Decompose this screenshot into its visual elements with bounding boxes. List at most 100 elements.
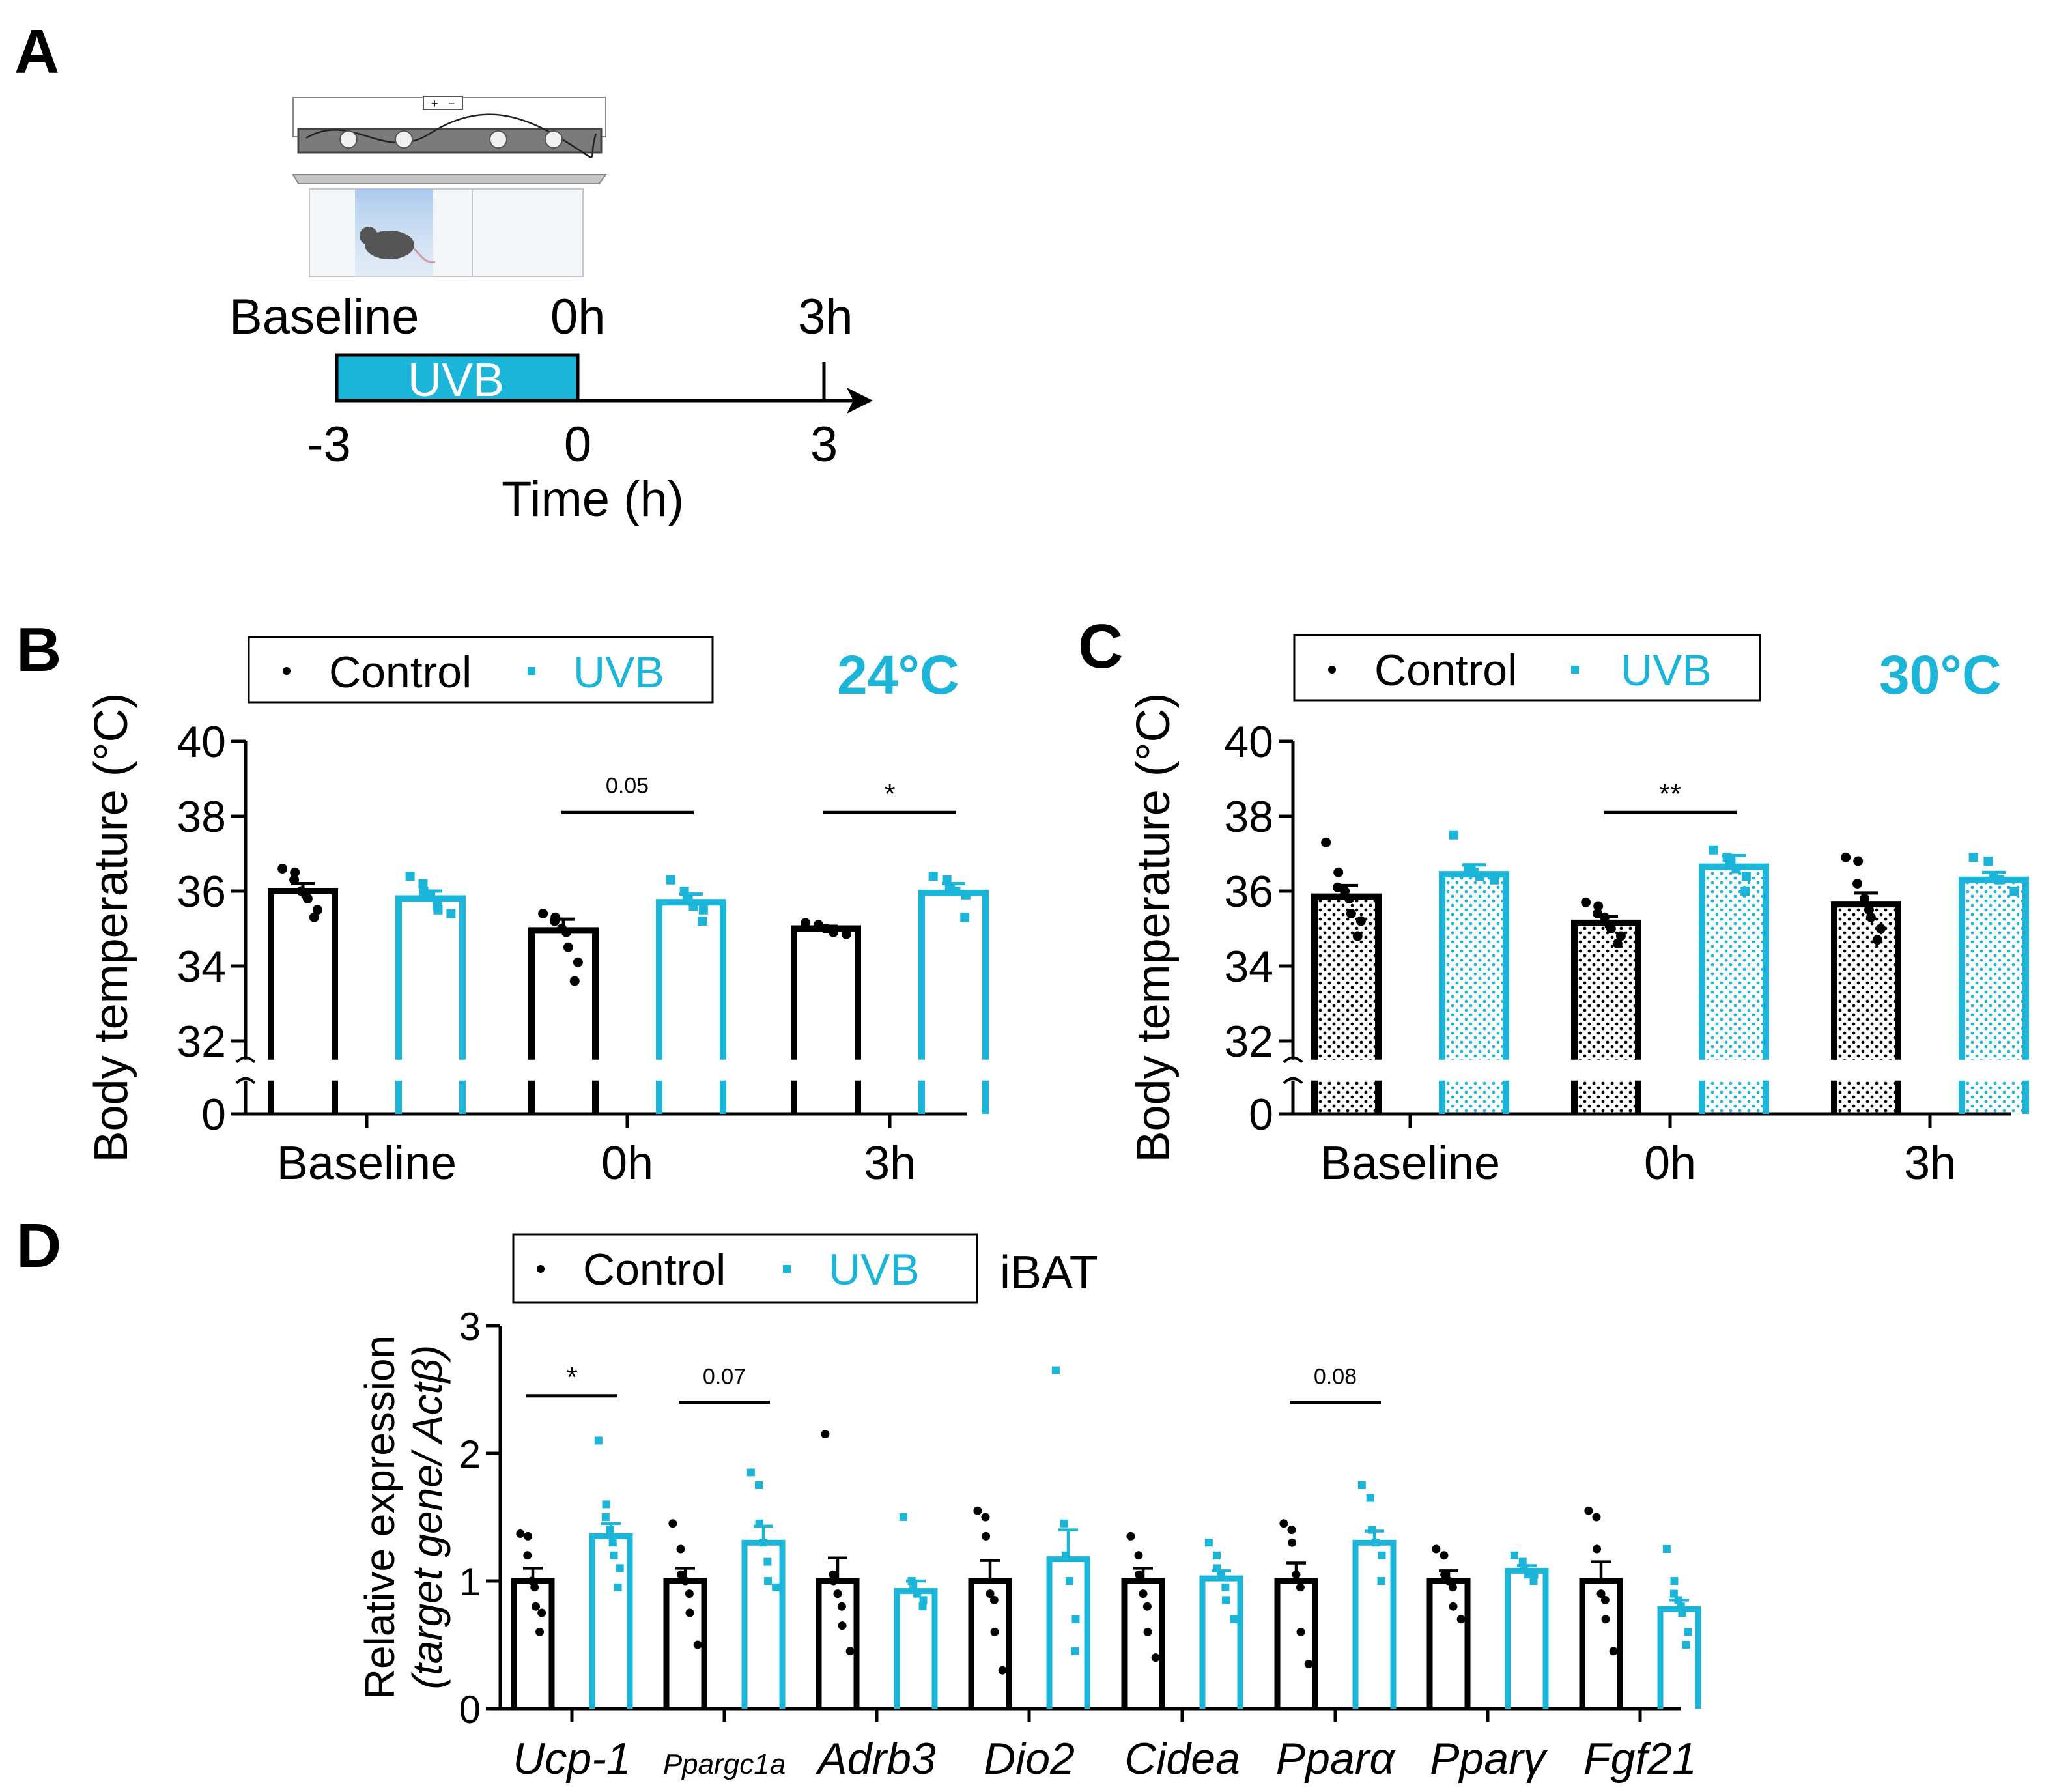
y-tick-label: 3 (459, 1305, 481, 1348)
data-point-control (1600, 1595, 1610, 1604)
data-point-control (1852, 879, 1863, 889)
data-point-control (561, 927, 571, 937)
data-point-uvb (1677, 1602, 1685, 1611)
bar-fill (1834, 904, 1898, 1060)
data-point-uvb (1725, 857, 1735, 866)
data-point-uvb (1682, 1641, 1690, 1649)
legend-uvb-label: UVB (1621, 646, 1712, 695)
data-point-control (1296, 1627, 1305, 1636)
x-tick-label: Ppargc1a (663, 1748, 786, 1780)
y-tick-label: 32 (177, 1017, 226, 1066)
data-point-control (1340, 886, 1350, 896)
timeline-arrowhead (847, 388, 873, 414)
data-point-uvb (1221, 1583, 1230, 1591)
axis-break-mark (235, 1056, 256, 1064)
data-point-uvb (899, 1513, 907, 1521)
bar-fill (1702, 1080, 1766, 1114)
y-tick-label: 38 (177, 792, 226, 842)
data-point-control (1444, 1576, 1453, 1586)
data-point-control (1279, 1519, 1288, 1528)
axis-break-mark (1283, 1077, 1303, 1085)
x-tick-label: Adrb3 (815, 1734, 936, 1784)
data-point-control (668, 1519, 677, 1528)
bar-control-3h (791, 925, 861, 1060)
data-point-control (1593, 1544, 1602, 1554)
data-point-control (1612, 939, 1623, 948)
data-point-uvb (1669, 1589, 1678, 1598)
data-point-uvb (1212, 1551, 1221, 1559)
y-tick-label: 32 (1224, 1017, 1273, 1066)
y-tick-label: 1 (459, 1560, 481, 1604)
data-point-uvb (1213, 1564, 1221, 1572)
data-point-control (1865, 912, 1876, 922)
data-point-uvb (1518, 1557, 1527, 1566)
data-point-control (845, 1647, 855, 1656)
data-point-uvb (1071, 1615, 1080, 1623)
bar-control-2 (816, 1578, 860, 1709)
data-point-uvb (698, 905, 708, 915)
uvb-device-illustration: + − (292, 96, 607, 277)
data-point-uvb (606, 1526, 614, 1534)
bar-control-3h (1831, 901, 1901, 1060)
data-point-control (1864, 905, 1874, 915)
data-point-uvb (1741, 872, 1751, 881)
data-point-control (1151, 1653, 1160, 1662)
data-point-control (537, 1608, 546, 1617)
data-point-control (1355, 916, 1366, 926)
uv-lamp (395, 130, 413, 149)
y-axis-label-secondary: (target gene/ Actβ) (404, 1345, 451, 1690)
data-point-control (523, 1551, 532, 1560)
legend-uvb-marker (783, 1265, 791, 1273)
data-point-control (532, 1602, 541, 1611)
x-tick-label: Fgf21 (1583, 1734, 1697, 1784)
timeline: Baseline 0h 3h UVB -3 0 3 Time (h) (229, 289, 873, 527)
data-point-uvb (961, 890, 971, 900)
device-plus-sign: + (431, 97, 438, 110)
bar-fill (1574, 1080, 1638, 1114)
uv-lamp (339, 130, 358, 149)
data-point-control (981, 1513, 990, 1522)
bar-fill (1962, 879, 2026, 1060)
y-tick-label: 34 (177, 942, 226, 991)
data-point-uvb (1524, 1571, 1533, 1579)
data-point-uvb (1230, 1615, 1238, 1623)
data-point-control (535, 1627, 545, 1636)
data-point-control (1288, 1538, 1297, 1547)
data-point-uvb (1449, 830, 1458, 840)
bar-uvb-0h (656, 899, 726, 1060)
significance-label: * (884, 778, 895, 810)
data-point-uvb (951, 887, 961, 896)
bar-control-4 (1121, 1578, 1165, 1709)
data-point-control (573, 957, 583, 967)
data-point-control (277, 864, 288, 874)
data-point-control (289, 875, 300, 885)
data-point-control (1596, 1589, 1606, 1599)
bar-fill (1442, 874, 1506, 1060)
y-axis-label: Body temperature (°C) (1128, 692, 1180, 1162)
data-point-uvb (1060, 1519, 1068, 1528)
data-point-control (685, 1608, 694, 1617)
data-point-uvb (1366, 1494, 1374, 1502)
data-point-uvb (1372, 1539, 1380, 1547)
legend-control-label: Control (329, 647, 472, 697)
bar-fill (1574, 922, 1638, 1060)
data-point-control (828, 927, 838, 937)
data-point-uvb (759, 1539, 767, 1547)
timeline-tick-label: 3 (810, 417, 838, 472)
legend-uvb-label: UVB (829, 1245, 920, 1294)
data-point-uvb (418, 879, 428, 889)
data-point-control (290, 867, 300, 877)
bar-fill (1314, 896, 1378, 1060)
panel-label-a: A (14, 17, 59, 87)
data-point-control (1601, 1615, 1610, 1624)
data-point-control (1449, 1602, 1458, 1611)
data-point-control (837, 1602, 846, 1611)
significance-label: * (566, 1361, 577, 1393)
bar-uvb-3h (918, 889, 989, 1060)
x-tick-label: Pparα (1276, 1734, 1397, 1784)
data-point-control (1292, 1570, 1301, 1579)
significance-label: 0.08 (1314, 1365, 1357, 1389)
data-point-uvb (682, 894, 692, 903)
data-point-uvb (1968, 853, 1978, 862)
data-point-control (1296, 1583, 1305, 1592)
